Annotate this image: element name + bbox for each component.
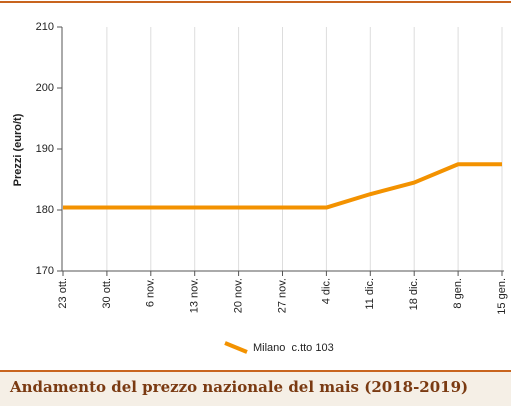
y-tick-label: 210 <box>36 21 54 33</box>
x-tick-label: 8 gen. <box>452 278 464 309</box>
legend-swatch <box>224 341 248 354</box>
series-line <box>63 162 502 210</box>
y-axis-label: Prezzi (euro/t) <box>12 113 24 186</box>
y-tick-label: 200 <box>36 82 54 94</box>
x-tick-label: 30 ott. <box>101 278 113 309</box>
y-tick-label: 170 <box>36 265 54 277</box>
x-tick-label: 6 nov. <box>145 278 157 307</box>
x-tick-label: 15 gen. <box>496 278 508 315</box>
footer-band <box>0 370 511 406</box>
x-tick-label: 11 dic. <box>364 278 376 310</box>
y-tick-label: 190 <box>36 143 54 155</box>
x-tick-label: 23 ott. <box>57 278 69 309</box>
x-tick-label: 4 dic. <box>320 278 332 304</box>
chart-title: Andamento del prezzo nazionale del mais … <box>9 378 468 396</box>
x-tick-label: 18 dic. <box>408 278 420 310</box>
x-tick-label: 13 nov. <box>189 278 201 313</box>
x-tick-label: 20 nov. <box>233 278 245 313</box>
y-tick-label: 180 <box>36 204 54 216</box>
legend-label: Milano c.tto 103 <box>253 342 334 354</box>
x-tick-label: 27 nov. <box>276 278 288 313</box>
